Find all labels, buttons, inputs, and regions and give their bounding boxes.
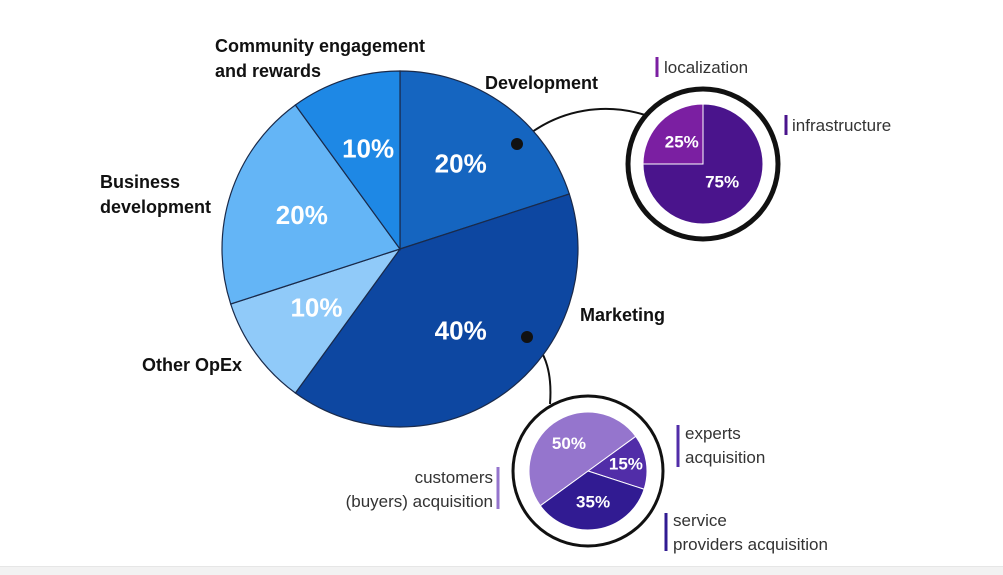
marketing-connector-dot (521, 331, 533, 343)
pie-slice-business-development (221, 104, 401, 305)
category-labels: Community engagement and rewards Developme… (100, 36, 891, 554)
bottom-strip (0, 566, 1003, 575)
label-service-providers-line-2: providers acquisition (673, 535, 828, 554)
label-experts-line-1: experts (685, 424, 741, 443)
label-development-line-1: Development (485, 73, 598, 93)
label-experts-line-2: acquisition (685, 448, 765, 467)
main-pie (221, 70, 579, 428)
label-business-development-line-2: development (100, 197, 211, 217)
marketing-breakdown-pie (511, 394, 665, 548)
pct-label-customers-buyers-acquisition: 50% (552, 434, 586, 453)
label-community-line-2: and rewards (215, 61, 321, 81)
label-service-providers-line-1: service (673, 511, 727, 530)
label-other-opex-line-1: Other OpEx (142, 355, 242, 375)
development-breakdown-pie (625, 86, 781, 242)
pie-slice-experts-acquisition (586, 435, 648, 490)
pie-slice-community-engagement-and-rewards (294, 70, 401, 251)
development-connector-dot (511, 138, 523, 150)
pct-label-localization: 25% (665, 132, 699, 151)
percentage-labels: 20% 40% 10% 20% 10% 75% 25% 15% 35% 50% (276, 132, 739, 511)
pct-label-development: 20% (435, 148, 487, 178)
pie-slice-marketing (294, 193, 579, 428)
label-marketing-line-1: Marketing (580, 305, 665, 325)
pie-slice-service-providers-acquisition (539, 470, 645, 531)
pie-slice-infrastructure (642, 103, 764, 225)
label-business-development-line-1: Business (100, 172, 180, 192)
pie-slice-development (399, 70, 571, 250)
pie-slice-localization (642, 103, 704, 165)
pct-label-marketing: 40% (435, 315, 487, 345)
label-customers-line-1: customers (415, 468, 493, 487)
label-infrastructure-line-1: infrastructure (792, 116, 891, 135)
pct-label-community-engagement-and-rewards: 10% (342, 134, 394, 164)
pie-slice-other-opex (229, 247, 402, 394)
pie-slice-customers-buyers-acquisition (528, 411, 637, 507)
pct-label-service-providers-acquisition: 35% (576, 493, 610, 512)
pct-label-infrastructure: 75% (705, 173, 739, 192)
label-community-line-1: Community engagement (215, 36, 425, 56)
label-customers-line-2: (buyers) acquisition (346, 492, 493, 511)
pct-label-business-development: 20% (276, 200, 328, 230)
pct-label-other-opex: 10% (290, 293, 342, 323)
label-localization-line-1: localization (664, 58, 748, 77)
pct-label-experts-acquisition: 15% (609, 454, 643, 473)
